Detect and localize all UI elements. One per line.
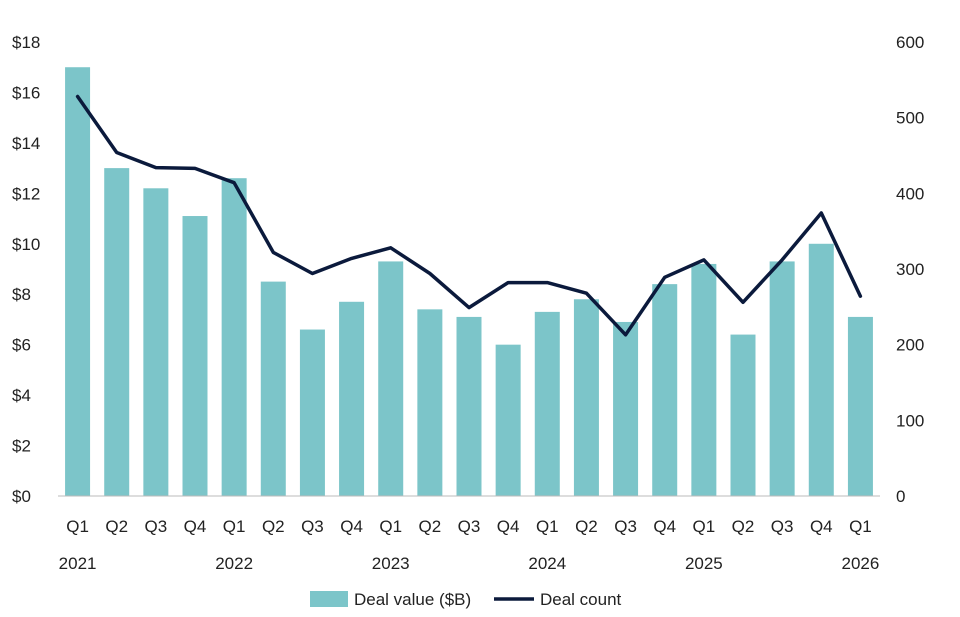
bar-deal-value: [495, 344, 521, 496]
x-quarter-label: Q1: [536, 517, 559, 536]
y-right-tick-label: 200: [896, 336, 924, 355]
left-axis-ticks: $0 $2 $4 $6 $8 $10 $12 $14 $16 $18: [12, 33, 40, 506]
bar-deal-value: [104, 168, 130, 496]
bar-deal-value: [613, 321, 639, 496]
y-left-tick-label: $0: [12, 487, 31, 506]
bar-deal-value: [730, 334, 756, 496]
legend: Deal value ($B) Deal count: [310, 590, 622, 609]
x-quarter-label: Q3: [458, 517, 481, 536]
bar-series: [65, 67, 873, 497]
y-left-tick-label: $8: [12, 285, 31, 304]
bar-deal-value: [573, 299, 599, 496]
x-quarter-label: Q4: [340, 517, 363, 536]
x-quarter-label: Q1: [223, 517, 246, 536]
y-left-tick-label: $2: [12, 437, 31, 456]
bar-deal-value: [534, 311, 560, 496]
legend-label-deal-count: Deal count: [540, 590, 622, 609]
y-left-tick-label: $18: [12, 33, 40, 52]
x-year-label: 2026: [842, 554, 880, 573]
y-left-tick-label: $14: [12, 134, 40, 153]
x-quarter-label: Q3: [614, 517, 637, 536]
y-left-tick-label: $4: [12, 386, 31, 405]
bar-deal-value: [299, 329, 325, 496]
x-year-label: 2025: [685, 554, 723, 573]
deal-count-line: [75, 94, 863, 337]
x-quarter-label: Q3: [301, 517, 324, 536]
x-quarter-label: Q4: [810, 517, 833, 536]
bar-deal-value: [652, 284, 678, 496]
x-quarter-label: Q4: [653, 517, 676, 536]
y-right-tick-label: 400: [896, 184, 924, 203]
bar-deal-value: [808, 243, 834, 496]
bar-deal-value: [143, 188, 169, 497]
x-year-label: 2023: [372, 554, 410, 573]
bar-deal-value: [691, 263, 717, 496]
y-left-tick-label: $12: [12, 184, 40, 203]
x-quarter-label: Q4: [184, 517, 207, 536]
legend-label-deal-value: Deal value ($B): [354, 590, 471, 609]
bar-deal-value: [769, 261, 795, 496]
x-quarter-label: Q4: [497, 517, 520, 536]
bar-deal-value: [182, 216, 208, 497]
bar-deal-value: [456, 316, 482, 496]
bar-deal-value: [221, 178, 247, 496]
legend-swatch-deal-value: [310, 591, 348, 607]
bar-deal-value: [378, 261, 404, 496]
x-quarter-label: Q1: [693, 517, 716, 536]
bar-deal-value: [65, 67, 91, 496]
y-right-tick-label: 300: [896, 260, 924, 279]
x-year-label: 2024: [528, 554, 566, 573]
x-year-label: 2021: [59, 554, 97, 573]
x-quarter-label: Q3: [145, 517, 168, 536]
x-quarter-label: Q2: [419, 517, 442, 536]
x-quarter-label: Q1: [379, 517, 402, 536]
bar-deal-value: [339, 301, 365, 496]
bar-deal-value: [260, 281, 286, 496]
y-right-tick-label: 100: [896, 411, 924, 430]
x-year-label: 2022: [215, 554, 253, 573]
x-quarter-label: Q3: [771, 517, 794, 536]
right-axis-ticks: 0 100 200 300 400 500 600: [896, 33, 924, 506]
x-quarter-label: Q1: [849, 517, 872, 536]
bar-deal-value: [847, 316, 873, 496]
y-right-tick-label: 0: [896, 487, 905, 506]
x-quarter-label: Q2: [575, 517, 598, 536]
y-left-tick-label: $10: [12, 235, 40, 254]
x-quarter-label: Q2: [262, 517, 285, 536]
x-quarter-label: Q1: [66, 517, 89, 536]
y-right-tick-label: 600: [896, 33, 924, 52]
y-left-tick-label: $6: [12, 336, 31, 355]
y-right-tick-label: 500: [896, 109, 924, 128]
x-axis-year-labels: 2021 2022 2023 2024 2025 2026: [59, 554, 880, 573]
bar-deal-value: [417, 309, 443, 496]
y-left-tick-label: $16: [12, 83, 40, 102]
x-axis-quarter-labels: Q1 Q2 Q3 Q4 Q1 Q2 Q3 Q4 Q1 Q2 Q3 Q4 Q1 Q2 Q3 Q4 Q1 Q2 Q3 Q4…: [66, 517, 872, 536]
x-quarter-label: Q2: [732, 517, 755, 536]
x-quarter-label: Q2: [105, 517, 128, 536]
